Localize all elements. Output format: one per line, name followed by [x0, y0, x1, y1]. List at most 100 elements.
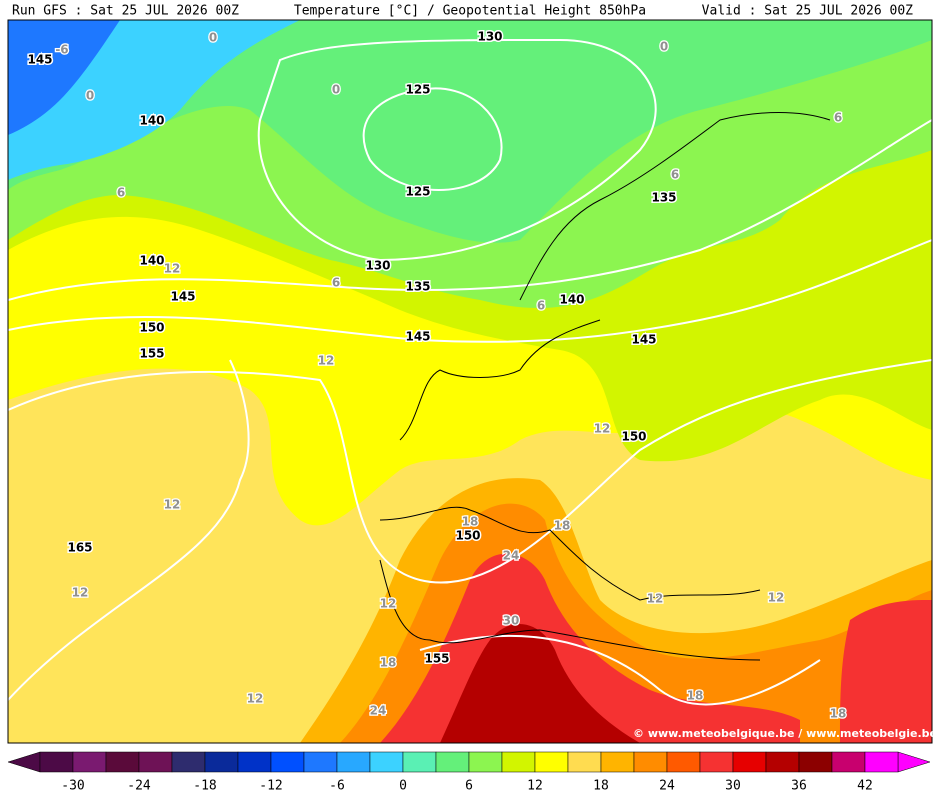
temperature-label: 12 — [647, 592, 664, 606]
height-label: 150 — [139, 321, 164, 335]
height-label: 140 — [559, 293, 584, 307]
height-label: 145 — [405, 330, 430, 344]
colorbar-cell — [732, 751, 767, 773]
temperature-label: 18 — [380, 656, 397, 670]
coastlines — [379, 112, 831, 661]
temperature-label: 24 — [370, 704, 387, 718]
colorbar-tick-label: -18 — [193, 779, 216, 794]
field — [440, 623, 640, 743]
run-label: Run GFS : Sat 25 JUL 2026 00Z — [12, 4, 239, 19]
copyright: © www.meteobelgique.be / www.meteobelgie… — [633, 727, 937, 740]
map-title: Temperature [°C] / Geopotential Height 8… — [294, 4, 646, 19]
colorbar-tick-label: 30 — [725, 779, 741, 794]
colorbar-tick-label: 18 — [593, 779, 609, 794]
colorbar-cell — [237, 751, 272, 773]
colorbar-tick-label: -30 — [61, 779, 84, 794]
temperature-label: 30 — [503, 614, 520, 628]
temperature-label: 12 — [768, 591, 785, 605]
temperature-label: 18 — [687, 689, 704, 703]
temperature-label: 12 — [72, 586, 89, 600]
colorbar-cell — [369, 751, 404, 773]
height-label: 135 — [405, 280, 430, 294]
colorbar-end — [7, 751, 41, 773]
temperature-label: 6 — [117, 186, 125, 200]
colorbar-cell — [798, 751, 833, 773]
colorbar: -30 -24 -18 -12 -6 0 6 12 18 24 30 36 42 — [7, 751, 931, 794]
colorbar-cell — [468, 751, 503, 773]
height-label: 155 — [424, 652, 449, 666]
colorbar-cell — [831, 751, 866, 773]
temperature-label: 18 — [554, 519, 571, 533]
map: -6 0 0 0 0 6 12 6 6 6 6 12 12 12 18 24 18 12 12 12 12 30 18 12 2… — [7, 19, 937, 744]
colorbar-tick-label: 0 — [399, 779, 407, 794]
height-label: 155 — [139, 347, 164, 361]
temperature-label: 12 — [318, 354, 335, 368]
colorbar-tick-label: 24 — [659, 779, 675, 794]
colorbar-cell — [765, 751, 800, 773]
height-label: 145 — [631, 333, 656, 347]
temperature-label: 6 — [834, 111, 842, 125]
colorbar-tick-label: 12 — [527, 779, 543, 794]
height-label: 125 — [405, 83, 430, 97]
colorbar-cell — [501, 751, 536, 773]
height-label: 145 — [27, 53, 52, 67]
height-label: 150 — [621, 430, 646, 444]
colorbar-cell — [699, 751, 734, 773]
colorbar-cell — [666, 751, 701, 773]
colorbar-cell — [567, 751, 602, 773]
temperature-label: 12 — [247, 692, 264, 706]
height-label: 140 — [139, 254, 164, 268]
height-label: 150 — [455, 529, 480, 543]
temperature-label: 6 — [537, 299, 545, 313]
colorbar-cell — [270, 751, 305, 773]
height-label: 140 — [139, 114, 164, 128]
height-label: 130 — [477, 30, 502, 44]
temperature-label: 12 — [594, 422, 611, 436]
height-label: 125 — [405, 185, 430, 199]
height-label: 130 — [365, 259, 390, 273]
colorbar-cell — [435, 751, 470, 773]
temperature-label: 0 — [660, 40, 668, 54]
colorbar-cell — [303, 751, 338, 773]
height-label: 135 — [651, 191, 676, 205]
colorbar-cell — [105, 751, 140, 773]
colorbar-tick-label: -6 — [329, 779, 345, 794]
temperature-label: 12 — [164, 498, 181, 512]
field — [8, 20, 932, 243]
colorbar-cell — [633, 751, 668, 773]
height-label: 165 — [67, 541, 92, 555]
temperature-label: 18 — [462, 515, 479, 529]
field — [8, 20, 120, 135]
colorbar-tick-label: -12 — [259, 779, 282, 794]
temperature-label: -6 — [55, 43, 68, 57]
temperature-label: 0 — [209, 31, 217, 45]
valid-label: Valid : Sat 25 JUL 2026 00Z — [702, 4, 913, 19]
labels: -6 0 0 0 0 6 12 6 6 6 6 12 12 12 18 24 18 12 12 12 12 30 18 12 2… — [26, 28, 848, 722]
map-frame — [7, 19, 933, 744]
colorbar-cell — [864, 751, 899, 773]
colorbar-cell — [171, 751, 206, 773]
colorbar-cell — [336, 751, 371, 773]
temperature-label: 12 — [380, 597, 397, 611]
colorbar-tick-label: 36 — [791, 779, 807, 794]
temperature-label: 6 — [332, 276, 340, 290]
height-label: 145 — [170, 290, 195, 304]
colorbar-cell — [72, 751, 107, 773]
temperature-label: 24 — [503, 549, 520, 563]
temperature-label: 18 — [830, 707, 847, 721]
colorbar-cell — [204, 751, 239, 773]
temperature-label: 0 — [86, 89, 94, 103]
temperature-label: 6 — [671, 168, 679, 182]
colorbar-cell — [600, 751, 635, 773]
colorbar-tick-label: 6 — [465, 779, 473, 794]
colorbar-cell — [534, 751, 569, 773]
colorbar-cell — [402, 751, 437, 773]
temperature-label: 0 — [332, 83, 340, 97]
temperature-label: 12 — [164, 262, 181, 276]
colorbar-tick-label: 42 — [857, 779, 873, 794]
colorbar-tick-label: -24 — [127, 779, 151, 794]
height-contours — [8, 38, 932, 706]
colorbar-cell — [138, 751, 173, 773]
